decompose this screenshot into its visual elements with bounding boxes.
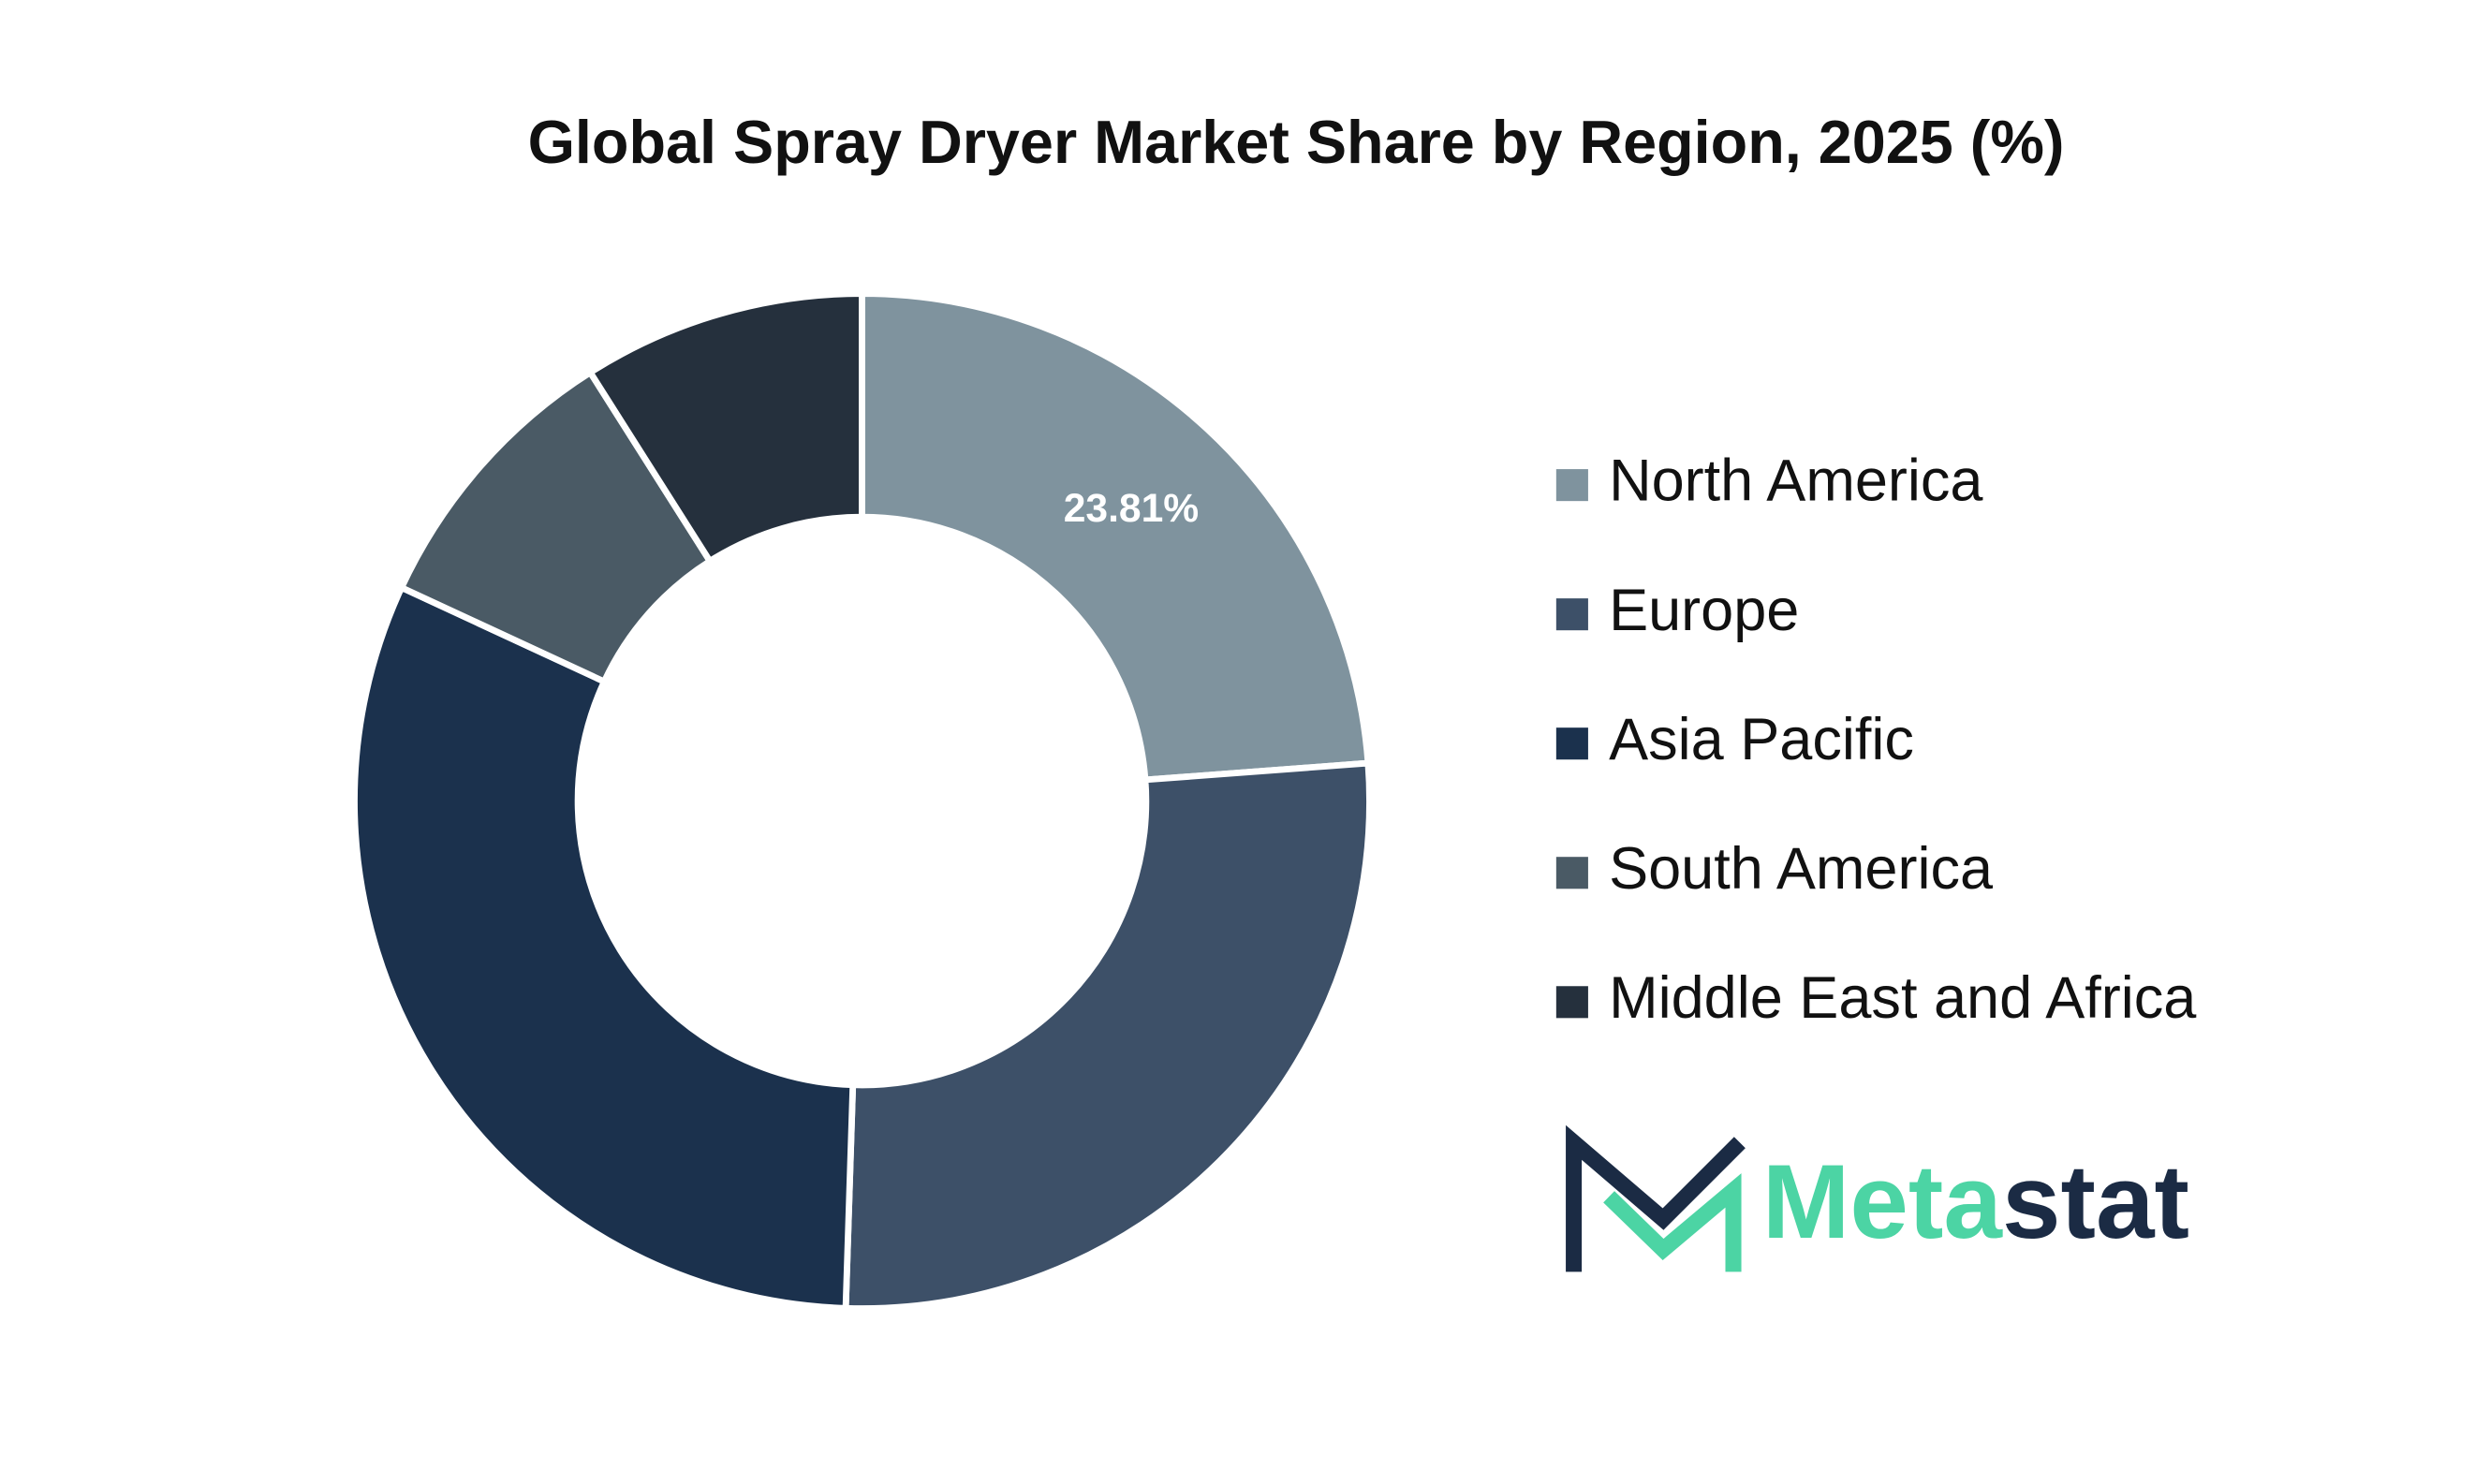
legend-label: North America	[1609, 448, 1983, 514]
chart-title: Global Spray Dryer Market Share by Regio…	[528, 108, 2065, 176]
logo-icon	[1566, 1124, 1746, 1272]
legend-label: Asia Pacific	[1609, 707, 1914, 772]
logo-text: Metastat	[1762, 1142, 2189, 1260]
legend-label: Middle East and Africa	[1609, 965, 2197, 1031]
logo: Metastat	[1566, 1124, 2189, 1272]
logo-part: stat	[2002, 1142, 2189, 1260]
legend-swatch	[1555, 469, 1588, 502]
legend-swatch	[1555, 727, 1588, 760]
legend-label: South America	[1609, 836, 1994, 902]
legend-label: Europe	[1609, 578, 1799, 643]
logo-part: Meta	[1762, 1142, 2004, 1260]
value-label: 23.81%	[1064, 486, 1199, 531]
donut-slice	[585, 290, 865, 566]
legend-swatch	[1555, 598, 1588, 631]
logo-icon	[1603, 1173, 1742, 1272]
legend-swatch	[1555, 857, 1588, 889]
donut-slice	[859, 290, 1372, 784]
donut-slice	[351, 583, 857, 1312]
donut-slice	[842, 759, 1373, 1312]
legend-swatch	[1555, 986, 1588, 1019]
